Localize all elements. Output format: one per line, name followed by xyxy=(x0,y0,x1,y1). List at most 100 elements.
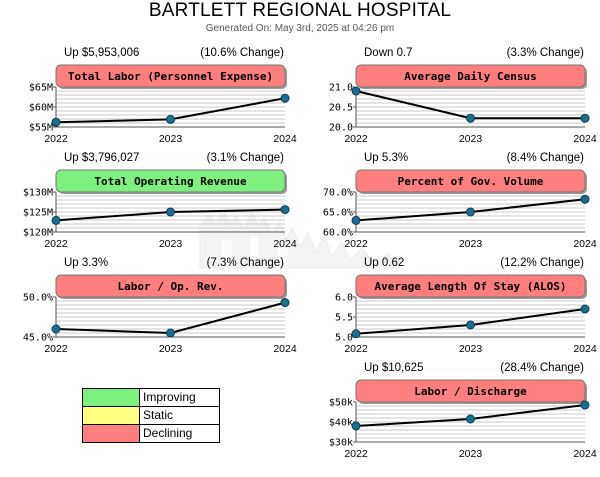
pct-change-text: (3.3% Change) xyxy=(506,47,584,59)
y-tick-label: $125M xyxy=(23,208,53,219)
x-tick-label: 2022 xyxy=(344,238,368,250)
chart-title: Percent of Gov. Volume xyxy=(398,175,544,188)
panel-total-labor: Up $5,953,006 (10.6% Change) $55M $60M $65… xyxy=(29,47,297,162)
x-tick-label: 2024 xyxy=(573,238,597,250)
data-point xyxy=(280,205,290,215)
delta-text: Up $10,625 xyxy=(364,362,424,374)
legend-label: Improving xyxy=(143,390,196,404)
y-tick-label: 45.0% xyxy=(23,333,53,344)
delta-text: Up 5.3% xyxy=(364,152,409,164)
legend-item-declining: Declining xyxy=(83,425,219,442)
line-chart-average-length-of-stay: 5.0 5.5 6.0 2022 2023 2024 Average Length Of S… xyxy=(335,274,597,355)
data-point xyxy=(580,113,590,123)
line-chart-labor-op-rev: 45.0% 50.0% 2022 2023 2024 Labor / Op. Rev. xyxy=(23,274,297,355)
line-chart-percent-gov-volume: 60.0% 65.0% 70.0% 2022 2023 2024 Percent of Go… xyxy=(323,169,597,250)
chart-title: Total Labor (Personnel Expense) xyxy=(68,70,273,83)
y-tick-label: $55M xyxy=(29,123,53,134)
panel-total-operating-revenue: Up $3,796,027 (3.1% Change) $120M $125M $1… xyxy=(23,152,297,267)
title-banner xyxy=(55,64,286,88)
chart-title: Labor / Op. Rev. xyxy=(118,280,224,293)
x-tick-label: 2022 xyxy=(344,448,368,460)
panel-labor-per-discharge: Up $10,625 (28.4% Change) $30k $40k $50k 20… xyxy=(329,362,597,477)
data-point xyxy=(466,320,475,330)
delta-text: Up 3.3% xyxy=(64,257,109,269)
x-tick-label: 2024 xyxy=(573,448,597,460)
y-tick-label: $65M xyxy=(29,83,53,94)
data-point xyxy=(166,328,175,338)
title-banner xyxy=(355,169,586,193)
pct-change-text: (3.1% Change) xyxy=(206,152,284,164)
title-banner xyxy=(355,64,586,88)
title-banner xyxy=(55,169,286,193)
y-tick-label: 21.0 xyxy=(329,83,353,94)
data-point xyxy=(51,117,61,127)
series-line-labor-op-rev xyxy=(55,301,286,335)
y-tick-label: 70.0% xyxy=(323,188,353,199)
delta-text: Up 0.62 xyxy=(364,257,405,269)
pct-change-text: (10.6% Change) xyxy=(200,47,284,59)
y-tick-label: $50k xyxy=(329,398,353,409)
data-point xyxy=(166,207,175,217)
chart-title: Total Operating Revenue xyxy=(94,175,247,188)
x-tick-label: 2024 xyxy=(273,238,297,250)
x-tick-label: 2024 xyxy=(573,343,597,355)
line-chart-labor-per-discharge: $30k $40k $50k 2022 2023 2024 Labor / Discharg… xyxy=(329,379,597,460)
data-point xyxy=(466,113,475,123)
y-tick-label: 60.0% xyxy=(323,228,353,239)
delta-text: Up $3,796,027 xyxy=(64,152,140,164)
data-point xyxy=(51,324,61,334)
data-point xyxy=(166,114,175,124)
pct-change-text: (28.4% Change) xyxy=(500,362,584,374)
x-tick-label: 2023 xyxy=(459,133,483,145)
data-point xyxy=(351,215,361,225)
chart-title: Average Daily Census xyxy=(404,70,536,83)
legend-item-static: Static xyxy=(83,407,219,425)
chart-title: Average Length Of Stay (ALOS) xyxy=(374,280,566,293)
data-point xyxy=(51,215,61,225)
y-tick-label: 20.5 xyxy=(329,103,353,114)
title-banner xyxy=(355,274,586,298)
x-tick-label: 2023 xyxy=(159,343,183,355)
y-tick-label: 50.0% xyxy=(23,293,53,304)
title-banner xyxy=(355,379,586,403)
title-banner xyxy=(55,274,286,298)
legend-swatch-declining xyxy=(83,425,140,442)
y-tick-label: $60M xyxy=(29,103,53,114)
legend-item-improving: Improving xyxy=(83,389,219,407)
data-point xyxy=(280,298,290,308)
panel-labor-op-rev: Up 3.3% (7.3% Change) 45.0% 50.0% 2022 2023… xyxy=(23,257,297,372)
data-point xyxy=(580,400,590,410)
x-tick-label: 2022 xyxy=(344,343,368,355)
x-tick-label: 2023 xyxy=(159,238,183,250)
delta-text: Down 0.7 xyxy=(364,47,413,59)
x-tick-label: 2023 xyxy=(459,343,483,355)
x-tick-label: 2022 xyxy=(44,343,68,355)
y-tick-label: 5.5 xyxy=(335,313,353,324)
x-tick-label: 2023 xyxy=(159,133,183,145)
y-tick-label: 6.0 xyxy=(335,293,353,304)
data-point xyxy=(280,93,290,103)
panel-average-daily-census: Down 0.7 (3.3% Change) 20.0 20.5 21.0 2022 2… xyxy=(329,47,597,162)
line-chart-average-daily-census: 20.0 20.5 21.0 2022 2023 2024 Average Daily Ce… xyxy=(329,64,597,145)
x-tick-label: 2024 xyxy=(573,133,597,145)
data-point xyxy=(580,194,590,204)
y-tick-label: $40k xyxy=(329,418,353,429)
x-tick-label: 2022 xyxy=(344,133,368,145)
status-legend: Improving Static Declining xyxy=(82,388,220,443)
line-chart-total-operating-revenue: $120M $125M $130M 2022 2023 2024 Total Operati… xyxy=(23,169,297,250)
y-tick-label: 65.0% xyxy=(323,208,353,219)
y-tick-label: $30k xyxy=(329,438,353,449)
data-point xyxy=(351,86,361,96)
data-point xyxy=(466,414,475,424)
data-point xyxy=(580,304,590,314)
y-tick-label: $120M xyxy=(23,228,53,239)
delta-text: Up $5,953,006 xyxy=(64,47,140,59)
chart-title: Labor / Discharge xyxy=(414,385,527,398)
data-point xyxy=(351,421,361,431)
x-tick-label: 2022 xyxy=(44,133,68,145)
generated-timestamp: Generated On: May 3rd, 2025 at 04:26 pm xyxy=(205,23,395,34)
y-tick-label: 20.0 xyxy=(329,123,353,134)
x-tick-label: 2023 xyxy=(459,238,483,250)
x-tick-label: 2024 xyxy=(273,133,297,145)
data-point xyxy=(351,329,361,339)
